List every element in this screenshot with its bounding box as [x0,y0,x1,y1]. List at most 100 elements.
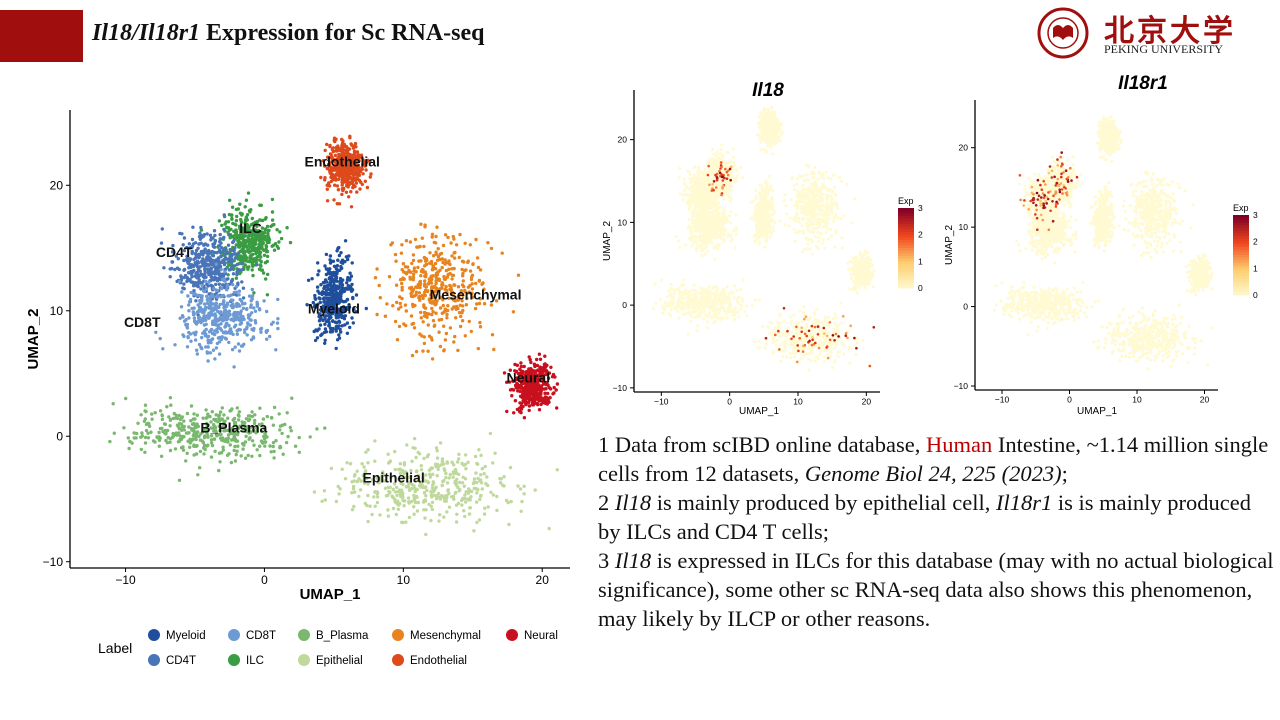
umap-point [421,349,425,353]
umap-point [339,251,343,255]
umap-point [188,246,192,250]
umap-point [324,302,328,307]
umap-point [186,294,190,298]
umap-point [430,300,434,304]
umap-point [326,292,330,296]
umap-point [232,435,237,439]
umap-point [464,467,468,471]
umap-point [217,468,221,473]
umap-point [160,414,164,418]
umap-point [325,306,330,311]
umap-point [340,324,344,328]
umap-point [434,250,438,254]
peking-university-logo: 北京大学 PEKING UNIVERSITY [1034,6,1244,60]
umap-point [218,232,222,237]
umap-point [513,362,517,367]
umap-point [757,125,761,129]
umap-point [453,299,457,303]
umap-point [443,307,447,312]
umap-point [423,314,427,318]
umap-point [220,223,224,228]
umap-point [351,163,356,168]
umap-point [250,454,254,458]
umap-point [334,275,338,279]
umap-point [486,483,490,488]
umap-point [197,242,202,246]
umap-point [452,305,456,309]
umap-point [335,264,340,268]
umap-point [771,133,775,137]
umap-point [505,409,509,414]
umap-point [336,287,340,291]
umap-point [255,263,259,267]
umap-point [316,261,320,265]
umap-point [234,231,238,236]
umap-point [271,320,275,324]
umap-point [276,297,280,302]
umap-point [508,465,513,470]
umap-point [468,506,472,510]
umap-point [409,294,414,298]
umap-point [540,387,544,391]
umap-point [336,301,340,305]
umap-point [168,424,172,428]
umap-point [341,145,345,149]
umap-point [175,279,179,284]
umap-point [263,444,267,448]
umap-point [199,225,203,230]
umap-point [335,326,340,330]
umap-point [339,306,344,310]
umap-point [345,281,349,285]
umap-point [545,402,549,406]
umap-point [364,168,368,172]
umap-point [423,293,427,298]
cluster-label: B_Plasma [200,419,267,435]
umap-point [221,283,225,287]
umap-point [462,484,466,488]
umap-point [258,406,262,410]
umap-point [227,323,231,328]
umap-point [244,215,248,220]
umap-point [344,144,349,149]
umap-point [402,504,406,508]
legend-entry: CD8T [246,630,276,642]
umap-point [339,295,343,299]
umap-point [357,159,361,163]
umap-point [426,323,430,327]
umap-point [284,440,289,445]
legend-swatch [148,629,160,641]
umap-point [512,411,516,415]
umap-point [720,143,724,147]
umap-point [210,307,215,311]
umap-point [702,178,707,182]
umap-point [708,167,712,171]
umap-point [479,453,483,458]
umap-point [245,333,249,337]
umap-point [157,444,161,448]
umap-point [545,396,549,400]
umap-point [228,236,232,240]
umap-point [140,431,144,435]
umap-point [332,264,337,268]
cluster-label: Mesenchymal [430,286,522,302]
umap-point [308,435,312,439]
umap-point [551,392,555,396]
umap-point [442,478,446,483]
umap-point [363,179,367,183]
umap-point [197,315,202,319]
umap-point [235,332,240,336]
umap-point [395,485,399,490]
umap-point [470,295,475,299]
umap-point [256,235,260,240]
umap-point [522,416,527,420]
umap-point [489,303,494,307]
umap-point [163,422,168,426]
umap-point [494,299,499,303]
main-x-tick: −10 [115,573,136,587]
umap-point [457,452,461,456]
umap-point [423,225,427,229]
umap-point [498,476,502,481]
umap-point [241,314,245,319]
umap-point [319,283,323,287]
umap-point [161,347,165,351]
